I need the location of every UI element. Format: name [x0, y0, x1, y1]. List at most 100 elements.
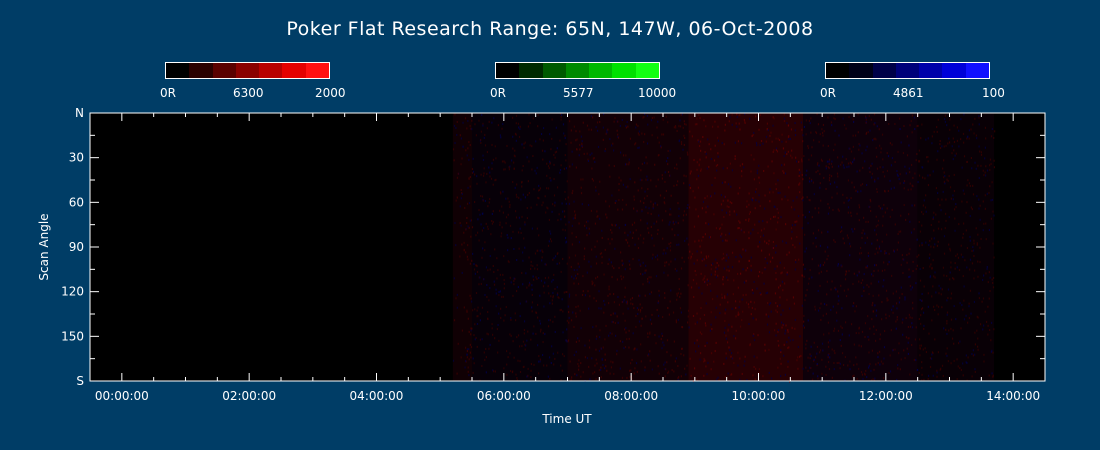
noise-pixel	[628, 337, 630, 340]
noise-pixel	[923, 327, 925, 330]
noise-pixel	[805, 174, 807, 177]
noise-pixel	[531, 301, 534, 304]
noise-pixel	[465, 149, 467, 152]
noise-pixel	[578, 265, 580, 268]
noise-pixel	[943, 176, 945, 179]
noise-pixel	[865, 369, 867, 372]
noise-pixel	[544, 277, 547, 280]
noise-pixel	[617, 321, 619, 324]
noise-pixel	[468, 158, 470, 161]
noise-pixel	[937, 118, 939, 121]
noise-pixel	[904, 165, 906, 168]
noise-pixel	[486, 127, 488, 130]
noise-pixel	[705, 257, 708, 260]
noise-pixel	[567, 340, 569, 343]
noise-pixel	[675, 126, 677, 129]
noise-pixel	[839, 362, 841, 365]
noise-pixel	[608, 205, 610, 208]
noise-pixel	[830, 288, 832, 291]
noise-pixel	[554, 156, 556, 159]
noise-pixel	[714, 144, 716, 147]
x-tick-label: 10:00:00	[732, 389, 786, 403]
noise-pixel	[758, 181, 761, 184]
noise-pixel	[871, 379, 873, 382]
noise-pixel	[459, 222, 461, 225]
noise-pixel	[628, 260, 630, 263]
noise-pixel	[820, 302, 822, 305]
noise-pixel	[989, 276, 991, 279]
noise-pixel	[517, 286, 519, 289]
noise-pixel	[581, 140, 583, 143]
noise-pixel	[894, 348, 896, 351]
noise-pixel	[842, 193, 844, 196]
noise-pixel	[710, 148, 712, 151]
noise-pixel	[553, 363, 555, 366]
noise-pixel	[962, 236, 964, 239]
noise-pixel	[566, 262, 568, 265]
noise-pixel	[522, 283, 524, 286]
colorbar-4861	[825, 62, 990, 79]
noise-pixel	[877, 219, 880, 222]
noise-pixel	[661, 133, 663, 136]
noise-pixel	[554, 255, 557, 258]
noise-pixel	[904, 296, 906, 299]
noise-pixel	[985, 238, 987, 241]
noise-pixel	[480, 282, 482, 285]
noise-pixel	[790, 128, 793, 131]
noise-pixel	[879, 144, 881, 147]
noise-pixel	[816, 362, 818, 365]
noise-pixel	[786, 341, 788, 344]
noise-pixel	[724, 295, 726, 298]
noise-pixel	[653, 244, 655, 247]
noise-pixel	[783, 171, 785, 174]
noise-pixel	[901, 321, 903, 324]
noise-pixel	[632, 332, 634, 335]
noise-pixel	[640, 219, 642, 222]
noise-pixel	[739, 164, 741, 167]
noise-pixel	[728, 232, 730, 235]
noise-pixel	[651, 134, 653, 137]
noise-pixel	[776, 305, 779, 308]
noise-pixel	[942, 190, 944, 193]
noise-pixel	[655, 342, 657, 345]
noise-pixel	[570, 376, 573, 379]
noise-pixel	[766, 291, 769, 294]
noise-pixel	[793, 208, 795, 211]
noise-pixel	[787, 329, 789, 332]
noise-pixel	[758, 164, 760, 167]
noise-pixel	[456, 306, 458, 309]
noise-pixel	[867, 315, 869, 318]
noise-pixel	[635, 315, 637, 318]
noise-pixel	[773, 215, 775, 218]
noise-pixel	[512, 180, 514, 183]
noise-pixel	[508, 168, 510, 171]
noise-pixel	[954, 262, 956, 265]
noise-pixel	[678, 207, 680, 210]
noise-pixel	[651, 368, 653, 371]
noise-pixel	[887, 263, 889, 266]
noise-pixel	[798, 258, 800, 261]
noise-pixel	[498, 312, 500, 315]
noise-pixel	[838, 134, 840, 137]
noise-pixel	[973, 239, 975, 242]
noise-pixel	[901, 293, 903, 296]
noise-pixel	[780, 375, 782, 378]
noise-pixel	[454, 113, 456, 116]
noise-pixel	[949, 249, 951, 252]
noise-pixel	[757, 232, 759, 235]
noise-pixel	[911, 326, 914, 329]
noise-pixel	[722, 167, 724, 170]
noise-pixel	[744, 120, 746, 123]
noise-pixel	[856, 212, 858, 215]
noise-pixel	[783, 266, 785, 269]
noise-pixel	[822, 144, 824, 147]
noise-pixel	[872, 274, 874, 277]
noise-pixel	[892, 349, 894, 352]
noise-pixel	[906, 154, 909, 157]
noise-pixel	[855, 305, 858, 308]
noise-pixel	[801, 160, 803, 163]
noise-pixel	[742, 248, 744, 251]
noise-pixel	[915, 268, 917, 271]
noise-pixel	[573, 200, 575, 203]
noise-pixel	[709, 236, 712, 239]
